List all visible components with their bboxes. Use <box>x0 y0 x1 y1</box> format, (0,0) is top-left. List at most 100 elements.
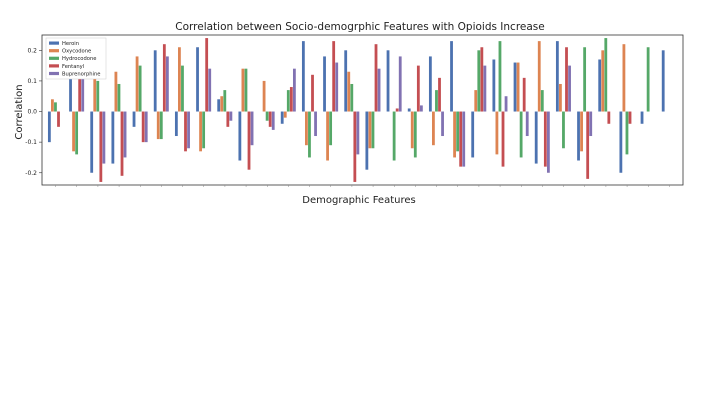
bar-buprenorphine <box>525 111 529 137</box>
bar-fentanyl <box>459 111 463 167</box>
bar-hydrocodone <box>96 80 100 112</box>
bar-buprenorphine <box>144 111 148 143</box>
bar-fentanyl <box>311 74 314 112</box>
bar-hydrocodone <box>562 111 565 149</box>
bar-buprenorphine <box>504 96 508 112</box>
bar-hydrocodone <box>138 65 142 112</box>
bar-oxycodone <box>622 44 626 112</box>
bar-oxycodone <box>135 56 139 112</box>
bar-buprenorphine <box>123 111 127 158</box>
bar-heroin <box>471 111 475 158</box>
bar-hydrocodone <box>371 111 375 149</box>
bar-hydrocodone <box>646 47 650 112</box>
bar-hydrocodone <box>117 83 121 112</box>
bar-heroin <box>450 41 453 112</box>
bar-fentanyl <box>353 111 357 182</box>
bar-heroin <box>111 111 115 164</box>
y-tick-label: 0.2 <box>27 47 37 54</box>
bar-oxycodone <box>601 50 605 112</box>
bar-fentanyl <box>120 111 124 176</box>
bar-fentanyl <box>586 111 590 179</box>
bar-heroin <box>428 56 432 112</box>
bar-buprenorphine <box>589 111 593 137</box>
bar-oxycodone <box>220 96 224 112</box>
bar-hydrocodone <box>244 68 248 112</box>
bars-layer <box>47 38 665 182</box>
legend-swatch <box>49 64 59 68</box>
bar-heroin <box>640 111 644 124</box>
bar-hydrocodone <box>265 111 269 121</box>
bar-heroin <box>238 111 242 161</box>
bar-heroin <box>344 50 348 112</box>
bar-oxycodone <box>495 111 499 155</box>
bar-hydrocodone <box>435 90 438 112</box>
bar-oxycodone <box>93 74 97 112</box>
bar-buprenorphine <box>165 56 169 112</box>
bar-fentanyl <box>332 41 336 112</box>
bar-fentanyl <box>628 111 632 124</box>
bar-oxycodone <box>432 111 435 146</box>
legend-swatch <box>49 49 59 53</box>
bar-fentanyl <box>374 44 378 112</box>
bar-heroin <box>577 111 580 161</box>
chart-title: Correlation between Socio-demogrphic Fea… <box>175 21 544 33</box>
bar-hydrocodone <box>456 111 460 152</box>
bar-buprenorphine <box>356 111 360 155</box>
bar-hydrocodone <box>519 111 523 158</box>
bar-heroin <box>174 111 178 137</box>
bar-oxycodone <box>410 111 414 149</box>
bar-heroin <box>598 59 602 112</box>
y-tick-label: 0.0 <box>27 109 37 116</box>
bar-oxycodone <box>368 111 372 149</box>
bar-fentanyl <box>162 44 166 112</box>
bar-fentanyl <box>78 74 82 112</box>
bar-buprenorphine <box>335 62 339 112</box>
bar-fentanyl <box>268 111 272 127</box>
bar-oxycodone <box>283 111 287 118</box>
bar-buprenorphine <box>250 111 254 146</box>
ticks-layer: 0.2 0.1 0.0 -0.1 -0.2 <box>25 47 670 187</box>
x-axis-label: Demographic Features <box>302 195 415 206</box>
bar-hydrocodone <box>477 50 481 112</box>
bar-heroin <box>153 50 157 112</box>
legend-swatch <box>49 41 59 45</box>
bar-oxycodone <box>347 71 351 112</box>
bar-heroin <box>69 68 72 112</box>
bar-buprenorphine <box>483 65 487 112</box>
plot-frame-layer <box>41 34 684 186</box>
bar-oxycodone <box>262 80 266 112</box>
bar-heroin <box>407 108 411 112</box>
bar-oxycodone <box>199 111 202 152</box>
bar-buprenorphine <box>102 111 106 164</box>
legend-label: Oxycodone <box>62 49 91 55</box>
bar-heroin <box>619 111 623 173</box>
legend-swatch <box>49 56 59 60</box>
bar-fentanyl <box>522 77 526 112</box>
bar-buprenorphine <box>292 68 296 112</box>
bar-buprenorphine <box>81 77 85 112</box>
bar-fentanyl <box>226 111 230 127</box>
bar-hydrocodone <box>583 47 587 112</box>
bar-buprenorphine <box>398 56 402 112</box>
bar-fentanyl <box>247 111 251 170</box>
bar-fentanyl <box>99 111 103 182</box>
bar-fentanyl <box>607 111 611 124</box>
bar-heroin <box>492 59 496 112</box>
bar-hydrocodone <box>181 65 184 112</box>
bar-hydrocodone <box>223 90 227 112</box>
bar-oxycodone <box>516 62 520 112</box>
bar-oxycodone <box>326 111 329 161</box>
bar-oxycodone <box>156 111 160 140</box>
bar-oxycodone <box>474 90 478 112</box>
plot-frame <box>41 34 684 186</box>
y-tick-label: 0.1 <box>27 78 37 85</box>
bar-buprenorphine <box>377 68 381 112</box>
bar-buprenorphine <box>419 105 423 112</box>
bar-hydrocodone <box>308 111 311 158</box>
bar-hydrocodone <box>413 111 417 158</box>
legend-label: Hydrocodone <box>62 56 96 62</box>
bar-fentanyl <box>501 111 505 167</box>
legend-label: Heroin <box>62 41 79 47</box>
